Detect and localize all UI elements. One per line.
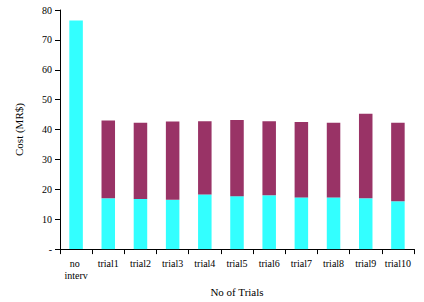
svg-text:Cost (MR$): Cost (MR$): [13, 103, 26, 156]
svg-text:-: -: [49, 244, 52, 255]
svg-text:trial5: trial5: [226, 258, 247, 269]
svg-text:70: 70: [42, 34, 52, 45]
svg-text:trial9: trial9: [355, 258, 376, 269]
svg-text:trial8: trial8: [323, 258, 344, 269]
svg-text:trial3: trial3: [162, 258, 183, 269]
svg-text:interv: interv: [64, 270, 87, 281]
svg-text:30: 30: [42, 154, 52, 165]
svg-text:20: 20: [42, 184, 52, 195]
svg-text:60: 60: [42, 64, 52, 75]
svg-text:10: 10: [42, 214, 52, 225]
svg-text:trial10: trial10: [385, 258, 411, 269]
svg-text:trial1: trial1: [98, 258, 119, 269]
svg-text:no: no: [70, 258, 83, 269]
svg-text:trial4: trial4: [194, 258, 215, 269]
svg-text:50: 50: [42, 94, 52, 105]
svg-text:trial6: trial6: [259, 258, 280, 269]
svg-text:80: 80: [42, 5, 52, 16]
svg-text:trial2: trial2: [130, 258, 151, 269]
svg-text:trial7: trial7: [291, 258, 312, 269]
svg-text:No of Trials: No of Trials: [210, 286, 263, 298]
svg-text:40: 40: [42, 124, 52, 135]
